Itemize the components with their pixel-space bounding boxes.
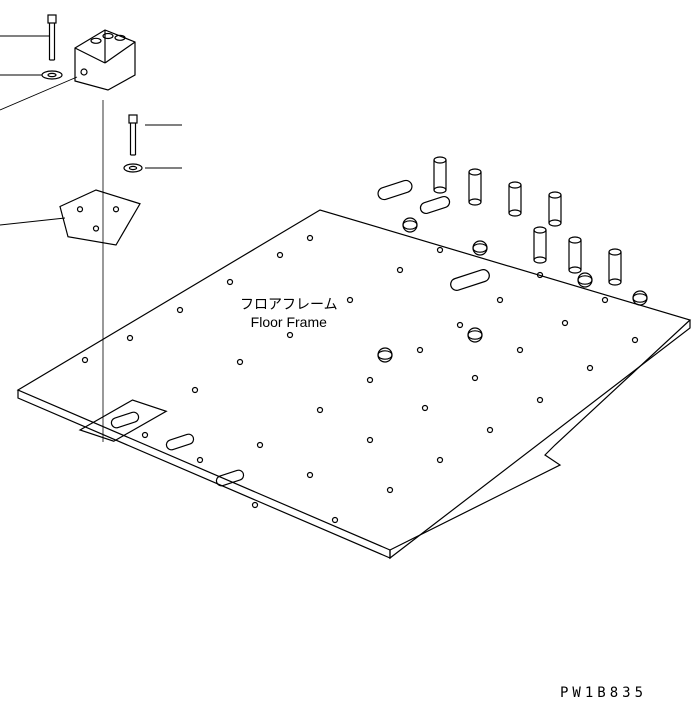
label-jp: フロアフレーム xyxy=(240,295,338,313)
label-en: Floor Frame xyxy=(240,313,338,331)
floor-frame-label: フロアフレーム Floor Frame xyxy=(240,295,338,331)
technical-diagram xyxy=(0,0,696,717)
drawing-code: PW1B835 xyxy=(560,685,647,701)
